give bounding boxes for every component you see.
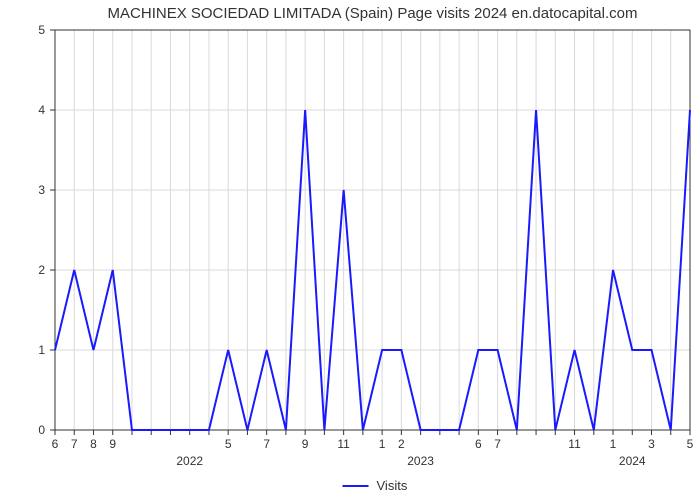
y-tick-label: 0 xyxy=(38,423,45,437)
x-tick-label: 7 xyxy=(71,437,78,451)
x-tick-label: 8 xyxy=(90,437,97,451)
x-year-label: 2024 xyxy=(619,454,646,468)
x-tick-label: 1 xyxy=(610,437,617,451)
y-tick-label: 1 xyxy=(38,343,45,357)
chart-container: MACHINEX SOCIEDAD LIMITADA (Spain) Page … xyxy=(0,0,700,500)
x-tick-label: 5 xyxy=(225,437,232,451)
x-year-label: 2023 xyxy=(407,454,434,468)
x-tick-label: 11 xyxy=(337,437,350,451)
x-tick-label: 11 xyxy=(568,437,581,451)
y-tick-label: 4 xyxy=(38,103,45,117)
x-tick-label: 7 xyxy=(263,437,270,451)
x-tick-label: 1 xyxy=(379,437,386,451)
x-tick-label: 5 xyxy=(687,437,694,451)
chart-title: MACHINEX SOCIEDAD LIMITADA (Spain) Page … xyxy=(108,5,638,22)
x-tick-label: 9 xyxy=(302,437,309,451)
x-tick-label: 7 xyxy=(494,437,501,451)
y-tick-label: 5 xyxy=(38,23,45,37)
legend-label: Visits xyxy=(377,478,408,493)
x-tick-label: 6 xyxy=(475,437,482,451)
line-chart: MACHINEX SOCIEDAD LIMITADA (Spain) Page … xyxy=(0,0,700,500)
x-tick-label: 9 xyxy=(109,437,116,451)
x-tick-label: 6 xyxy=(52,437,59,451)
x-year-label: 2022 xyxy=(176,454,203,468)
x-tick-label: 2 xyxy=(398,437,405,451)
x-tick-label: 3 xyxy=(648,437,655,451)
y-tick-label: 2 xyxy=(38,263,45,277)
y-tick-label: 3 xyxy=(38,183,45,197)
